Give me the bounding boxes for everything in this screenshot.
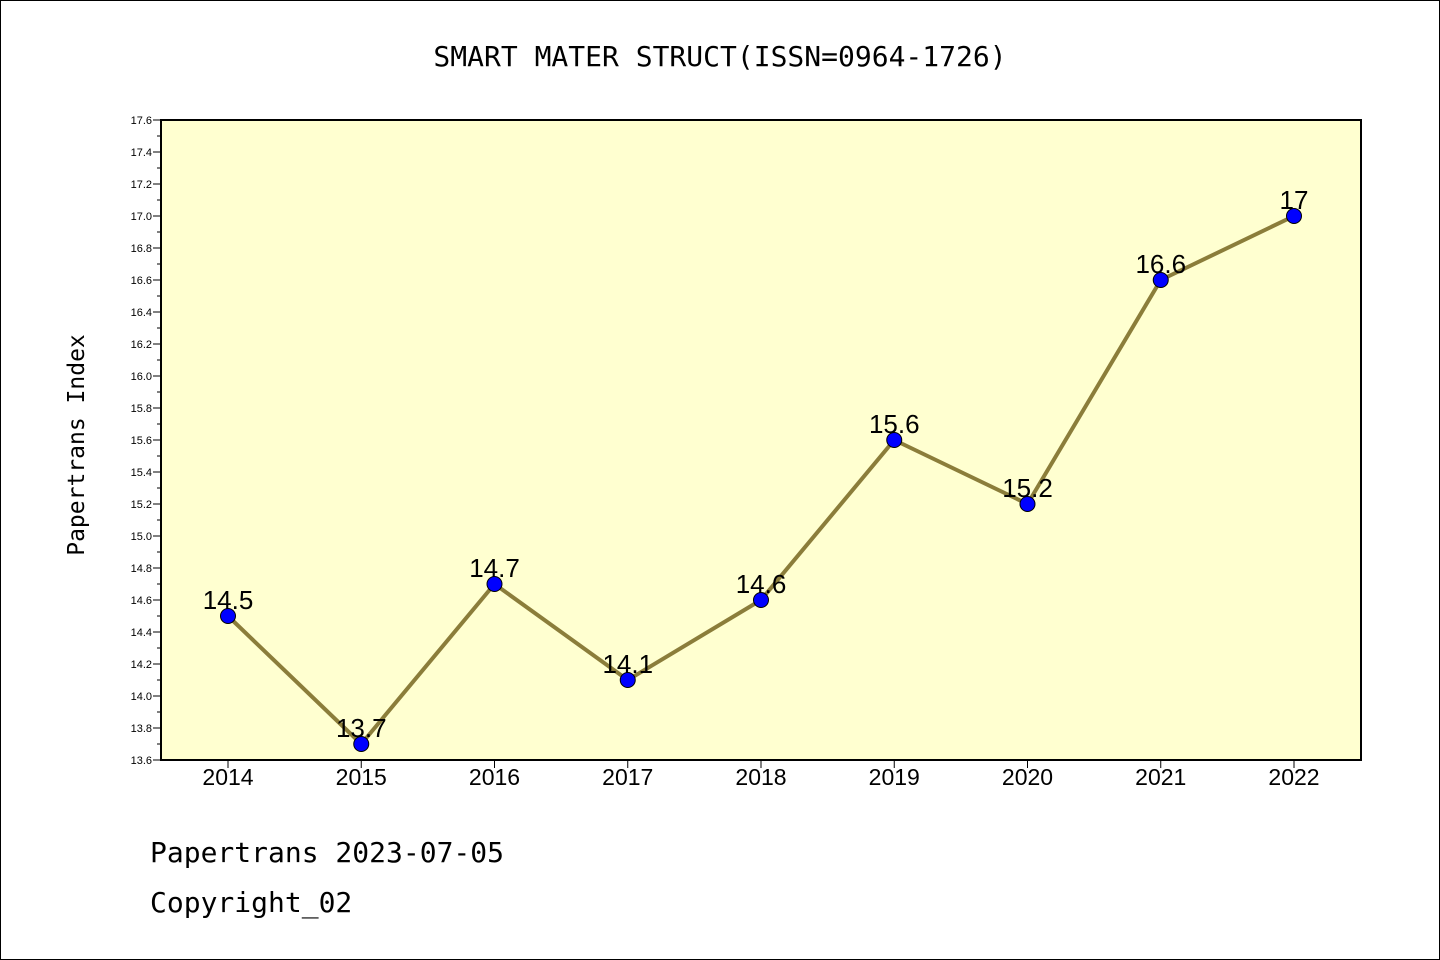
y-tick-label: 16.4	[131, 307, 152, 319]
x-tick-label: 2020	[1002, 764, 1053, 790]
x-tick-label: 2016	[469, 764, 520, 790]
x-axis: 2014 2015 2016 2017 2018 2019 2020 2021 2022	[202, 760, 1320, 790]
chart-title: SMART MATER STRUCT(ISSN=0964-1726)	[433, 40, 1006, 73]
y-tick-label: 14.0	[131, 691, 152, 703]
y-tick-label: 15.0	[131, 531, 152, 543]
y-tick-label: 17.2	[131, 179, 152, 191]
plot-area	[161, 120, 1361, 760]
data-label: 17	[1280, 185, 1309, 215]
y-tick-label: 14.8	[131, 563, 152, 575]
x-tick-label: 2014	[202, 764, 253, 790]
data-point	[1019, 496, 1036, 512]
data-label: 14.6	[736, 569, 787, 599]
y-tick-label: 17.4	[131, 147, 152, 159]
y-tick-label: 15.6	[131, 435, 152, 447]
data-point	[220, 608, 236, 624]
data-labels: 14.5 13.7 14.7 14.1 14.6 15.6 15.2 16.6 17	[203, 185, 1309, 743]
data-label: 14.7	[469, 553, 520, 583]
footer-copyright: Copyright_02	[150, 886, 353, 919]
footer-date: Papertrans 2023-07-05	[150, 836, 505, 869]
x-tick-label: 2018	[735, 764, 786, 790]
y-tick-label: 17.0	[131, 211, 152, 223]
plot-border	[160, 119, 1362, 761]
data-point	[886, 432, 903, 448]
y-tick-label: 14.4	[131, 627, 152, 639]
y-tick-label: 13.6	[131, 755, 152, 767]
y-tick-label: 15.8	[131, 403, 152, 415]
y-axis: 13.6 13.8 14.0 14.2 14.4 14.6 14.8 15.0 15.2 15.4…	[131, 115, 161, 767]
data-point	[1152, 272, 1169, 288]
x-tick-label: 2022	[1268, 764, 1319, 790]
x-tick-label: 2015	[336, 764, 387, 790]
y-tick-label: 15.2	[131, 499, 152, 511]
data-points	[220, 208, 1302, 752]
data-label: 15.2	[1002, 473, 1053, 503]
y-tick-label: 16.0	[131, 371, 152, 383]
data-point	[619, 672, 636, 688]
x-tick-label: 2021	[1135, 764, 1186, 790]
y-tick-label: 14.2	[131, 659, 152, 671]
y-tick-label: 15.4	[131, 467, 152, 479]
y-tick-label: 16.2	[131, 339, 152, 351]
y-tick-label: 14.6	[131, 595, 152, 607]
y-axis-label: Papertrans Index	[64, 334, 90, 556]
data-point	[486, 576, 503, 592]
data-label: 14.1	[602, 649, 653, 679]
y-tick-label: 16.6	[131, 275, 152, 287]
data-point	[1286, 208, 1302, 224]
data-label: 13.7	[336, 713, 387, 743]
data-label: 15.6	[869, 409, 920, 439]
y-tick-label: 16.8	[131, 243, 152, 255]
y-tick-label: 13.8	[131, 723, 152, 735]
data-point	[353, 736, 370, 752]
data-point	[753, 592, 769, 608]
y-tick-label: 17.6	[131, 115, 152, 127]
data-label: 16.6	[1135, 249, 1186, 279]
x-tick-label: 2017	[602, 764, 653, 790]
data-label: 14.5	[203, 585, 254, 615]
x-tick-label: 2019	[869, 764, 920, 790]
